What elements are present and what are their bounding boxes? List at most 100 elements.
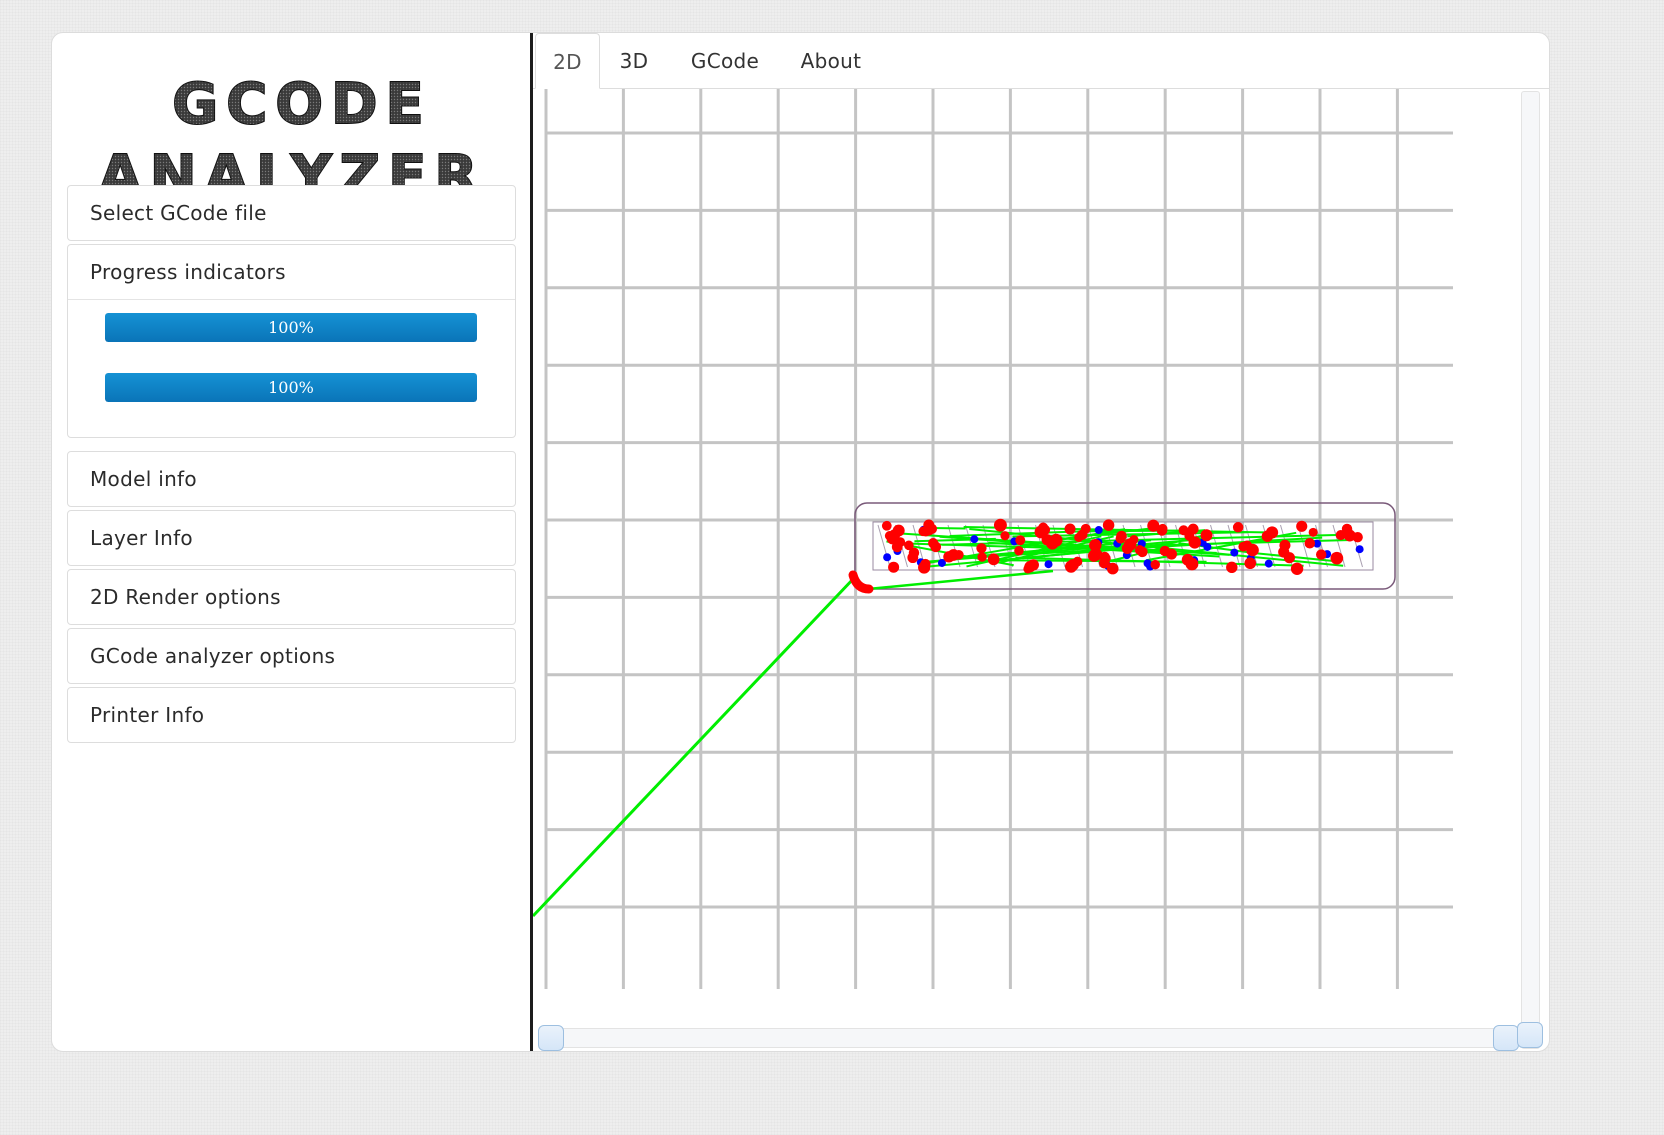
progress-panel-body: 100% 100% <box>68 299 515 438</box>
sidebar-divider <box>530 33 533 1051</box>
progress-bar-2-label: 100% <box>268 378 314 397</box>
panel-select-gcode-file[interactable]: Select GCode file <box>67 185 516 241</box>
infill-line <box>1332 524 1346 568</box>
progress-bar-2-fill <box>105 373 477 402</box>
extrusion-point <box>987 553 1000 566</box>
extrusion-point <box>1335 529 1346 541</box>
extrusion-point <box>1181 553 1194 566</box>
model-outline <box>854 502 1396 590</box>
extrusion-point <box>1159 545 1171 557</box>
travel-move <box>914 537 996 543</box>
extrusion-point <box>918 561 931 574</box>
layer-range-slider[interactable] <box>538 1025 1519 1051</box>
extrusion-point <box>1014 545 1024 556</box>
extrusion-point <box>1102 519 1115 531</box>
retract-point <box>937 558 946 567</box>
extrusion-point <box>947 549 960 561</box>
extrusion-point <box>1121 542 1133 554</box>
extrusion-point <box>891 541 903 553</box>
retract-point <box>1355 545 1364 554</box>
extrusion-point <box>1074 532 1084 542</box>
extrusion-point <box>976 543 987 554</box>
travel-move <box>963 526 1271 534</box>
travel-move <box>949 529 1104 537</box>
panel-header-layer-info[interactable]: Layer Info <box>90 526 193 550</box>
extrusion-point <box>1178 525 1189 536</box>
start-extrusion-blob <box>848 570 874 594</box>
panel-header-select-file[interactable]: Select GCode file <box>90 201 267 225</box>
progress-bar-1-fill <box>105 313 477 342</box>
panel-header-model-info[interactable]: Model info <box>90 467 197 491</box>
extrusion-point <box>1226 561 1238 574</box>
extrusion-point <box>1115 533 1126 544</box>
extrusion-point <box>904 540 914 551</box>
extrusion-point <box>1067 558 1079 571</box>
extrusion-point <box>1244 557 1257 570</box>
progress-bar-2: 100% <box>105 373 477 402</box>
panel-header-analyzer-options[interactable]: GCode analyzer options <box>90 644 336 668</box>
extrusion-point <box>881 520 892 531</box>
extrusion-point <box>1200 529 1213 542</box>
panel-header-printer-info[interactable]: Printer Info <box>90 703 205 727</box>
extrusion-point <box>1188 536 1201 549</box>
extrusion-point <box>1232 522 1244 533</box>
app-card: GCODE ANALYZER Select GCode file Progres… <box>51 32 1550 1052</box>
extrusion-point <box>1296 520 1308 532</box>
layer-range-start-handle[interactable] <box>538 1025 564 1051</box>
layer-slider[interactable] <box>1517 91 1543 1049</box>
main-area: 2D 3D GCode About <box>530 33 1549 1052</box>
extrusion-point <box>993 518 1007 532</box>
extrusion-point <box>1156 525 1168 536</box>
panel-gcode-analyzer-options[interactable]: GCode analyzer options <box>67 628 516 684</box>
render-canvas-container[interactable] <box>531 89 1513 1052</box>
extrusion-point <box>1242 540 1253 551</box>
extrusion-point <box>1330 551 1344 565</box>
tab-about[interactable]: About <box>800 49 862 73</box>
panel-model-info[interactable]: Model info <box>67 451 516 507</box>
extrusion-point <box>930 541 942 553</box>
tab-bar: 2D 3D GCode About <box>533 33 1549 89</box>
logo-line1: GCODE <box>172 72 431 137</box>
extrusion-point <box>1039 524 1051 536</box>
travel-move <box>531 575 857 918</box>
retract-point <box>1230 548 1239 557</box>
extrusion-point <box>1265 526 1279 539</box>
extrusion-point <box>1129 534 1139 545</box>
extrusion-point <box>1147 519 1160 532</box>
extrusion-point <box>1041 534 1053 546</box>
retract-point <box>1313 539 1322 548</box>
panel-header-progress[interactable]: Progress indicators <box>90 260 286 284</box>
infill-line <box>1297 524 1311 568</box>
panel-layer-info[interactable]: Layer Info <box>67 510 516 566</box>
progress-bar-1-label: 100% <box>268 318 314 337</box>
extrusion-point <box>1290 562 1304 575</box>
retract-point <box>1044 560 1053 569</box>
layer-slider-handle[interactable] <box>1517 1022 1543 1048</box>
extrusion-point <box>1343 529 1356 542</box>
sidebar: GCODE ANALYZER Select GCode file Progres… <box>52 33 530 1051</box>
panel-header-render-options[interactable]: 2D Render options <box>90 585 281 609</box>
layer-render-canvas[interactable] <box>531 89 1513 1052</box>
extrusion-point <box>977 552 987 562</box>
tab-3d[interactable]: 3D <box>619 49 649 73</box>
panel-2d-render-options[interactable]: 2D Render options <box>67 569 516 625</box>
extrusion-point <box>1023 564 1033 574</box>
model-infill-outline <box>872 521 1374 571</box>
retract-point <box>1264 559 1273 568</box>
extrusion-point <box>1308 527 1318 537</box>
layer-range-end-handle[interactable] <box>1493 1025 1519 1051</box>
extrusion-point <box>1089 539 1102 552</box>
retract-point <box>883 553 892 562</box>
extrusion-point <box>1015 535 1026 546</box>
extrusion-point <box>924 526 934 536</box>
extrusion-point <box>1316 549 1327 560</box>
extrusion-point <box>888 529 901 541</box>
extrusion-point <box>1080 523 1091 534</box>
extrusion-point <box>888 561 900 573</box>
tab-2d[interactable]: 2D <box>535 33 600 89</box>
extrusion-point <box>1106 562 1119 575</box>
panel-printer-info[interactable]: Printer Info <box>67 687 516 743</box>
progress-bar-1: 100% <box>105 313 477 342</box>
tab-gcode[interactable]: GCode <box>690 49 760 73</box>
extrusion-point <box>1279 539 1291 551</box>
